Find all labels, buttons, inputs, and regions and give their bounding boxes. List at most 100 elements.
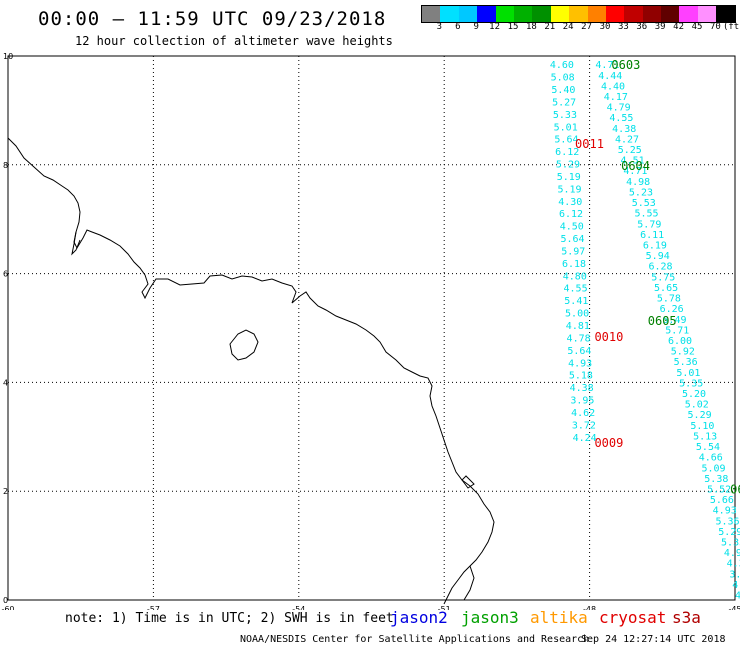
wave-height-label: 6.11 xyxy=(640,230,664,241)
wave-height-label: 5.53 xyxy=(632,198,656,209)
longitude-label: -45 xyxy=(728,605,740,610)
wave-height-label: 4.5 xyxy=(735,591,740,602)
satellite-tracks: 4.605.085.405.275.335.015.646.125.295.19… xyxy=(550,60,740,601)
color-scale-tick: 18 xyxy=(525,22,537,32)
wave-height-label: 4.70 xyxy=(732,580,740,591)
track-0011: 4.605.085.405.275.335.015.646.125.295.19… xyxy=(550,60,597,444)
wave-height-label: 5.18 xyxy=(569,371,593,382)
color-scale-tick: 12 xyxy=(489,22,501,32)
wave-height-label: 4.44 xyxy=(598,71,622,82)
wave-height-label: 5.65 xyxy=(654,283,678,294)
color-scale-tick: 36 xyxy=(636,22,648,32)
map-title: 00:00 – 11:59 UTC 09/23/2018 xyxy=(38,8,387,30)
color-scale-tick: 39 xyxy=(654,22,666,32)
wave-height-label: 6.12 xyxy=(559,209,583,220)
wave-height-label: 5.33 xyxy=(721,538,740,549)
wave-height-label: 5.92 xyxy=(671,347,695,358)
wave-height-label: 5.19 xyxy=(557,172,581,183)
wave-height-label: 6.28 xyxy=(648,262,672,273)
wave-height-label: 4.92 xyxy=(724,548,740,559)
color-swatch xyxy=(605,6,625,22)
color-swatch xyxy=(440,6,459,22)
wave-height-label: 5.38 xyxy=(704,474,728,485)
wave-height-label: 6.49 xyxy=(662,315,686,326)
island-path xyxy=(229,329,259,361)
pass-id-label: 0009 xyxy=(594,436,623,450)
color-swatch xyxy=(587,6,606,22)
color-scale-tick: 42 xyxy=(673,22,685,32)
wave-height-label: 5.35 xyxy=(679,378,703,389)
wave-height-label: 5.29 xyxy=(718,527,740,538)
latitude-label: 10 xyxy=(3,52,13,61)
wave-height-label: 5.55 xyxy=(634,209,658,220)
wave-height-label: 4.55 xyxy=(609,113,633,124)
wave-height-label: 5.97 xyxy=(561,246,585,257)
color-scale-tick: 3 xyxy=(436,22,443,32)
wave-height-label: 3.72 xyxy=(572,420,596,431)
map-subtitle: 12 hour collection of altimeter wave hei… xyxy=(75,34,393,48)
map-frame xyxy=(7,55,736,601)
pass-id-label: 0603 xyxy=(611,58,640,72)
wave-height-label: 5.27 xyxy=(552,97,576,108)
wave-height-label: 4.78 xyxy=(567,333,591,344)
wave-height-label: 5.29 xyxy=(688,410,712,421)
wave-height-label: 4.30 xyxy=(558,197,582,208)
map-grid xyxy=(7,55,736,601)
color-swatch xyxy=(679,6,698,22)
wave-height-label: 4.55 xyxy=(564,284,588,295)
wave-height-label: 4.38 xyxy=(612,124,636,135)
color-swatch xyxy=(642,6,662,22)
wave-height-label: 6.12 xyxy=(555,147,579,158)
timestamp-text: Sep 24 12:27:14 UTC 2018 xyxy=(581,634,726,645)
color-scale-tick: 15 xyxy=(507,22,519,32)
color-scale-tick: 6 xyxy=(455,22,461,32)
color-swatch xyxy=(550,6,570,22)
wave-height-label: 5.64 xyxy=(554,135,578,146)
color-scale-tick: 30 xyxy=(599,22,611,32)
wave-height-label: 5.01 xyxy=(676,368,700,379)
wave-height-label: 5.36 xyxy=(715,516,739,527)
pass-labels: 0603 0011 0604 0605 0010 0009 06 xyxy=(575,58,740,496)
wave-height-label: 5.01 xyxy=(554,122,578,133)
wave-height-label: 5.66 xyxy=(710,495,734,506)
wave-height-label: 5.75 xyxy=(651,272,675,283)
wave-height-label: 3.95 xyxy=(570,396,594,407)
color-swatch xyxy=(569,6,588,22)
wave-height-label: 5.23 xyxy=(629,187,653,198)
color-swatch xyxy=(661,6,680,22)
wave-height-label: 4.93 xyxy=(568,358,592,369)
pass-id-label: 0010 xyxy=(594,330,623,344)
wave-height-color-scale xyxy=(421,5,736,23)
color-swatch xyxy=(716,6,735,22)
wave-height-label: 4.51 xyxy=(621,156,645,167)
wave-height-label: 4.38 xyxy=(570,383,594,394)
wave-height-label: 5.41 xyxy=(564,296,588,307)
wave-height-label: 4.50 xyxy=(560,222,584,233)
color-scale-tick: 45 xyxy=(691,22,703,32)
satellite-jason3: jason3 xyxy=(461,608,519,627)
wave-height-label: 5.64 xyxy=(560,234,584,245)
color-scale-tick: 33 xyxy=(617,22,629,32)
color-swatch xyxy=(477,6,496,22)
wave-height-label: 5.13 xyxy=(693,431,717,442)
latitude-label: 2 xyxy=(3,487,8,496)
wave-height-label: 5.54 xyxy=(696,442,720,453)
wave-height-label: 5.02 xyxy=(685,400,709,411)
color-scale-tick: 9 xyxy=(473,22,479,32)
color-swatch xyxy=(495,6,514,22)
color-swatch xyxy=(422,6,441,22)
longitude-label: -48 xyxy=(583,605,596,610)
color-swatch xyxy=(532,6,551,22)
longitude-label: -51 xyxy=(438,605,451,610)
wave-height-label: 4.24 xyxy=(573,433,597,444)
satellite-cryosat: cryosat xyxy=(599,608,667,627)
latitude-label: 6 xyxy=(3,270,8,279)
footer-note: note: 1) Time is in UTC; 2) SWH is in fe… xyxy=(65,611,394,626)
wave-height-label: 5.94 xyxy=(646,251,670,262)
satellite-altika: altika xyxy=(530,608,588,627)
coastline-path xyxy=(7,137,495,605)
wave-height-label: 6.18 xyxy=(562,259,586,270)
color-swatch xyxy=(513,6,533,22)
wave-height-label: 4.79 xyxy=(607,103,631,114)
